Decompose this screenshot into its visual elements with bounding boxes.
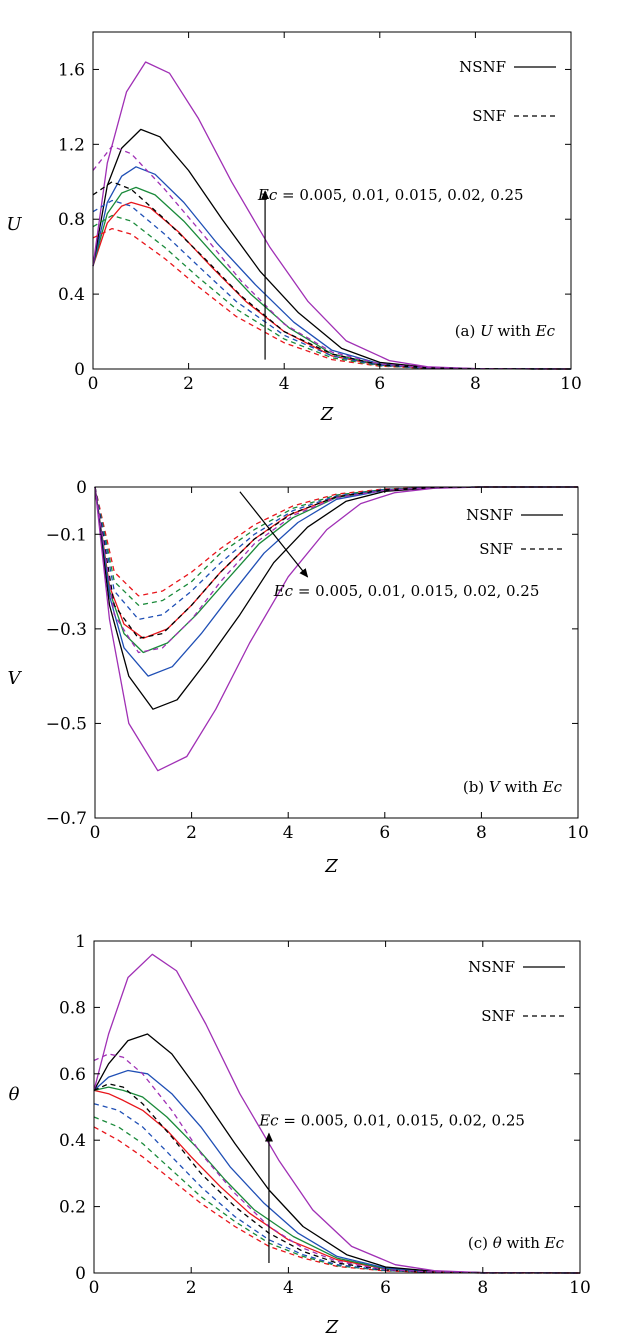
series-line-solid-2	[92, 186, 572, 370]
series-line-solid-4	[93, 1033, 581, 1274]
x-tick-label: 6	[374, 374, 385, 394]
series-line-solid-5	[92, 61, 572, 370]
plot-frame	[92, 31, 572, 370]
y-tick-label: 0	[74, 360, 85, 380]
y-tick-label: 0.4	[58, 285, 85, 305]
y-tick-label: 0	[75, 1264, 86, 1284]
trend-arrow	[239, 491, 309, 578]
y-tick-label: 0.2	[59, 1198, 86, 1218]
series-line-dashed-5	[94, 486, 578, 654]
caption-prefix: (c)	[468, 1234, 493, 1252]
x-tick-label: 4	[283, 1278, 294, 1298]
y-axis-label: U	[6, 214, 22, 235]
caption-param: Ec	[542, 778, 563, 796]
series-line-dashed-3	[92, 199, 572, 370]
y-tick-label: −0.5	[46, 714, 87, 734]
annotation-values: = 0.005, 0.01, 0.015, 0.02, 0.25	[293, 582, 539, 600]
caption-prefix: (b)	[463, 778, 489, 796]
series-line-dashed-2	[92, 214, 572, 370]
caption-prefix: (a)	[455, 322, 480, 340]
caption-middle: with	[500, 778, 543, 796]
series-line-dashed-4	[92, 181, 572, 370]
x-tick-label: 10	[567, 823, 589, 843]
x-tick-label: 10	[569, 1278, 591, 1298]
y-tick-label: −0.1	[46, 525, 87, 545]
x-tick-label: 0	[89, 1278, 100, 1298]
plot-frame	[94, 486, 579, 819]
x-tick-label: 4	[279, 374, 290, 394]
panel-caption: (a) U with Ec	[455, 322, 556, 340]
chart-panel-a: 0 2 4 6 8 10 0 0.4 0.8 1.2 1.6 Z U NSNF SNF Ec = 0.005,…	[6, 31, 582, 425]
chart-panel-c: 0 2 4 6 8 10 0 0.2 0.4 0.6 0.8 1 Zθ NSNF SNF Ec = 0.005…	[9, 932, 591, 1338]
y-tick-label: 0	[76, 478, 87, 498]
annotation-values: = 0.005, 0.01, 0.015, 0.02, 0.25	[279, 1111, 525, 1129]
legend-label: NSNF	[466, 506, 513, 524]
annotation-param: Ec	[273, 582, 294, 600]
y-tick-label: 0.8	[59, 998, 86, 1018]
x-tick-label: 10	[560, 374, 582, 394]
series-line-dashed-1	[93, 1126, 580, 1274]
plot-frame	[93, 940, 581, 1274]
annotation-text: Ec = 0.005, 0.01, 0.015, 0.02, 0.25	[258, 1111, 525, 1129]
caption-var: θ	[493, 1234, 502, 1252]
legend-label: NSNF	[468, 958, 515, 976]
y-tick-label: 1	[75, 932, 86, 952]
x-tick-label: 8	[476, 823, 487, 843]
panel-caption: (b) V with Ec	[463, 778, 563, 796]
series-line-solid-5	[93, 953, 581, 1274]
y-tick-label: 1.6	[58, 60, 85, 80]
caption-param: Ec	[535, 322, 556, 340]
x-tick-label: 2	[186, 823, 197, 843]
caption-param: Ec	[544, 1234, 565, 1252]
x-axis-label: Z	[324, 856, 338, 877]
x-tick-label: 6	[379, 823, 390, 843]
annotation-text: Ec = 0.005, 0.01, 0.015, 0.02, 0.25	[273, 582, 540, 600]
series-line-dashed-3	[93, 1103, 580, 1274]
legend-label: NSNF	[459, 58, 506, 76]
y-tick-label: −0.3	[46, 620, 87, 640]
caption-var: U	[480, 322, 494, 340]
x-axis-label: Z	[320, 404, 334, 425]
x-tick-label: 0	[90, 823, 101, 843]
legend-label: SNF	[472, 107, 506, 125]
y-axis-label: θ	[9, 1084, 20, 1105]
series-line-dashed-4	[93, 1083, 580, 1274]
x-axis-label: Z	[325, 1317, 339, 1338]
legend-label: SNF	[481, 1007, 515, 1025]
legend-label: SNF	[479, 540, 513, 558]
y-tick-label: 1.2	[58, 135, 85, 155]
caption-middle: with	[502, 1234, 545, 1252]
annotation-param: Ec	[258, 1111, 279, 1129]
caption-var: V	[489, 778, 502, 796]
y-tick-label: 0.8	[58, 210, 85, 230]
x-tick-label: 2	[186, 1278, 197, 1298]
caption-middle: with	[493, 322, 536, 340]
y-tick-label: −0.7	[46, 809, 87, 829]
y-axis-label: V	[8, 668, 23, 689]
y-tick-label: 0.6	[59, 1065, 86, 1085]
series-line-dashed-1	[92, 227, 572, 370]
series-line-solid-5	[94, 486, 578, 772]
x-tick-label: 4	[283, 823, 294, 843]
annotation-param: Ec	[257, 186, 278, 204]
annotation-values: = 0.005, 0.01, 0.015, 0.02, 0.25	[277, 186, 523, 204]
series-line-dashed-5	[92, 145, 572, 370]
x-tick-label: 6	[380, 1278, 391, 1298]
series-line-solid-1	[92, 201, 572, 370]
x-tick-label: 2	[183, 374, 194, 394]
x-tick-label: 8	[470, 374, 481, 394]
series-line-dashed-2	[94, 486, 578, 606]
panel-caption: (c) θ with Ec	[468, 1234, 565, 1252]
y-tick-label: 0.4	[59, 1131, 86, 1151]
x-tick-label: 8	[477, 1278, 488, 1298]
chart-panel-b: 0 2 4 6 8 10 0 −0.1 −0.3 −0.5 −0.7 Z V NSNF SNF Ec = 0.…	[8, 478, 589, 877]
annotation-text: Ec = 0.005, 0.01, 0.015, 0.02, 0.25	[257, 186, 524, 204]
x-tick-label: 0	[88, 374, 99, 394]
